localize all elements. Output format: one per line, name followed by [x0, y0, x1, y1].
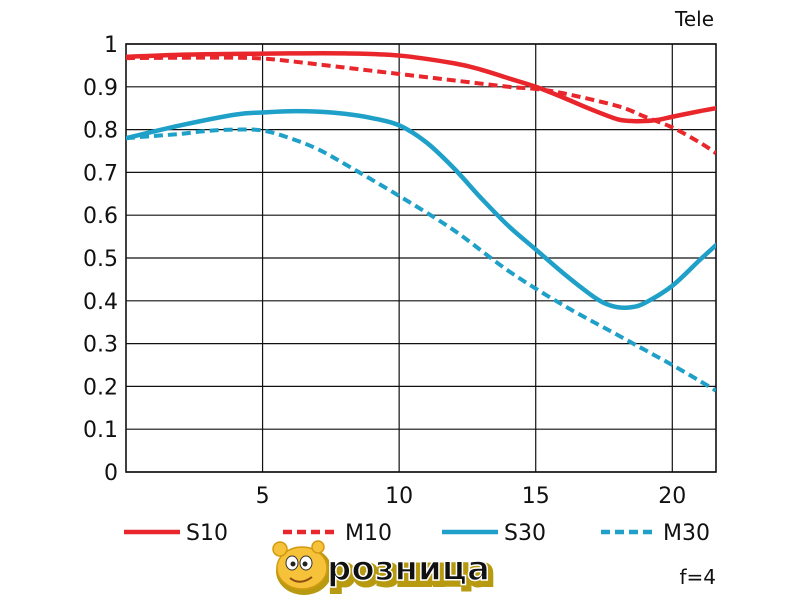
series-line-s30: [126, 108, 716, 311]
y-tick-label: 0.5: [83, 247, 118, 272]
tick-labels: 00.10.20.30.40.50.60.70.80.915 10 15 20: [83, 33, 686, 509]
series-lines: [126, 50, 716, 393]
x-tick-label: 5: [256, 484, 270, 509]
y-tick-label: 0.4: [83, 290, 118, 315]
legend: S10 M10 S30 M30: [124, 521, 710, 546]
x-tick-label: 20: [658, 484, 686, 509]
y-tick-label: 0.7: [83, 161, 118, 186]
series-line-m30: [126, 127, 716, 393]
x-tick-label: 10: [385, 484, 413, 509]
mascot-face-icon: [272, 540, 332, 595]
grid-lines: [125, 43, 717, 473]
aperture-note: f=4: [679, 565, 716, 589]
chart-title: Tele: [674, 7, 714, 31]
y-tick-label: 1: [104, 33, 118, 58]
legend-label-s30: S30: [504, 521, 546, 546]
x-tick-label: 15: [522, 484, 550, 509]
legend-label-m10: M10: [345, 521, 392, 546]
y-tick-label: 0.6: [83, 204, 118, 229]
y-tick-label: 0.9: [83, 76, 118, 101]
y-tick-label: 0.3: [83, 333, 118, 358]
series-line-m10: [126, 55, 716, 155]
legend-label-s10: S10: [186, 521, 228, 546]
y-tick-label: 0: [104, 461, 118, 486]
store-logo: розница розница: [272, 540, 496, 596]
logo-text-shadow: розница: [330, 553, 493, 593]
y-tick-label: 0.2: [83, 375, 118, 400]
y-tick-label: 0.1: [83, 418, 118, 443]
legend-label-m30: M30: [663, 521, 710, 546]
logo-text: розница: [327, 549, 490, 589]
plot-frame: [125, 43, 717, 473]
y-tick-label: 0.8: [83, 119, 118, 144]
